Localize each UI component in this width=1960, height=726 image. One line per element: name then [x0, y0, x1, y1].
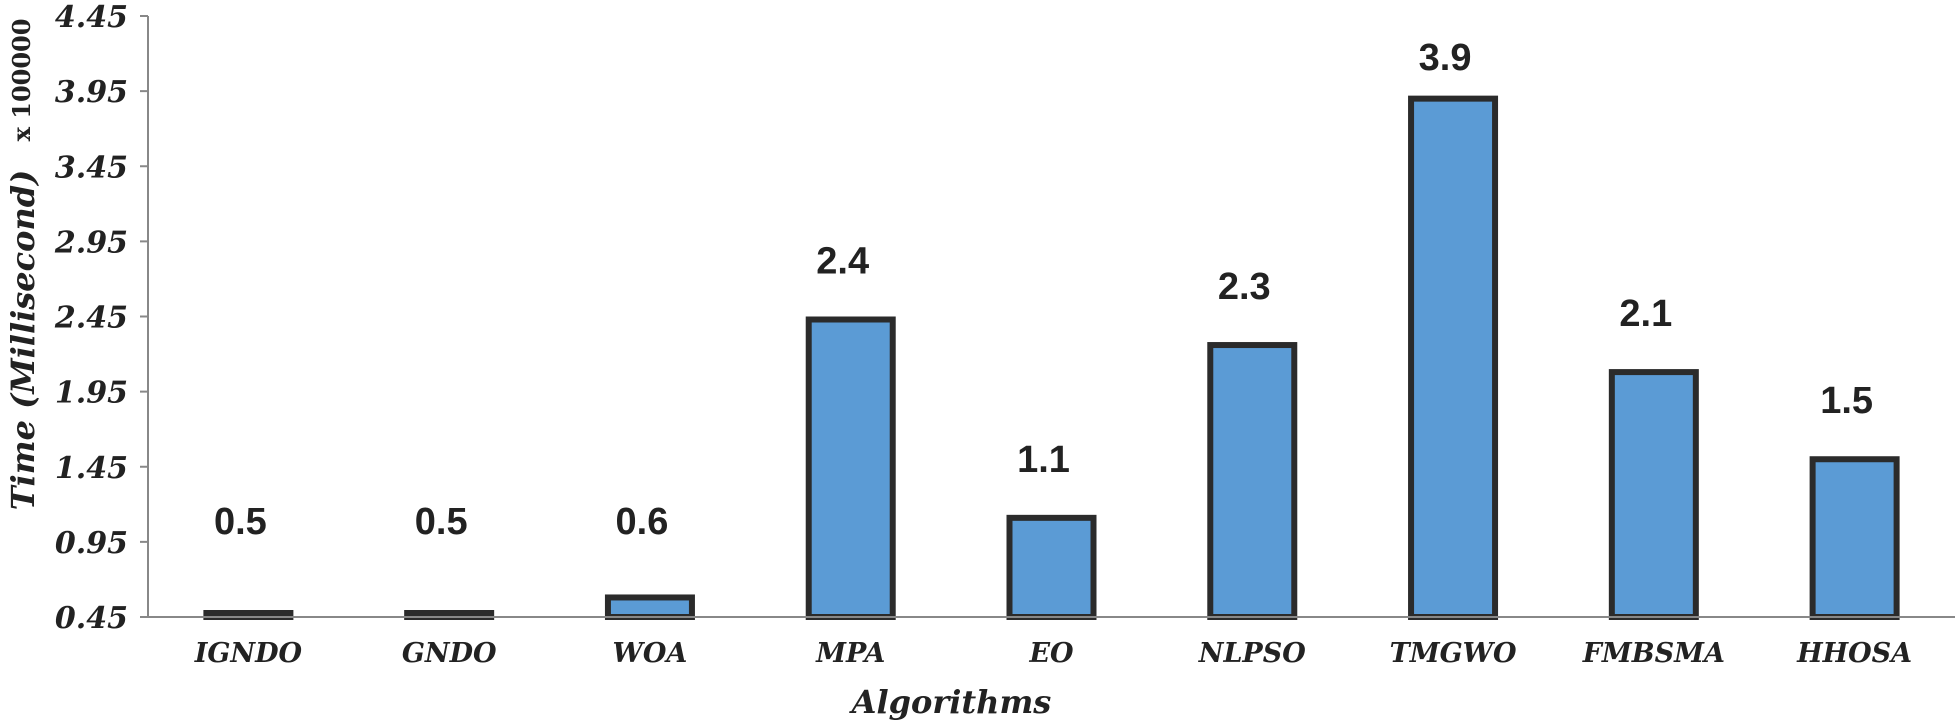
data-label-hhosa: 1.5: [1820, 380, 1873, 422]
category-label-tmgwo: TMGWO: [1390, 638, 1517, 669]
y-tick-label: 3.95: [55, 75, 128, 110]
data-label-eo: 1.1: [1017, 439, 1070, 481]
y-axis-ticks: 0.45 0.95 1.45 1.95 2.45 2.95 3.45 3.95 4.45: [54, 0, 148, 636]
category-label-fmbsma: FMBSMA: [1582, 638, 1725, 669]
data-labels-group: 0.5 0.5 0.6 2.4 1.1 2.3 3.9 2.1 1.5: [214, 37, 1873, 543]
category-label-woa: WOA: [613, 638, 688, 669]
y-tick-label: 2.95: [54, 225, 128, 260]
y-tick-label: 1.95: [55, 376, 128, 411]
bar-tmgwo: [1408, 95, 1499, 620]
category-label-eo: EO: [1028, 638, 1074, 669]
y-axis-multiplier: x 100000: [7, 19, 36, 142]
category-label-nlpso: NLPSO: [1198, 638, 1306, 669]
category-label-hhosa: HHOSA: [1796, 638, 1912, 669]
data-label-woa: 0.6: [616, 501, 669, 543]
x-axis-title: Algorithms: [849, 683, 1052, 721]
data-label-igndo: 0.5: [214, 501, 267, 543]
bars-group: [203, 95, 1900, 621]
data-label-gndo: 0.5: [415, 501, 468, 543]
y-tick-label: 3.45: [55, 150, 128, 185]
y-axis-title: Time (Millisecond): [4, 170, 42, 511]
bar-mpa: [805, 316, 896, 620]
bar-hhosa: [1809, 456, 1900, 620]
bar-nlpso: [1207, 342, 1298, 620]
category-labels-group: IGNDO GNDO WOA MPA EO NLPSO TMGWO FMBSMA HHOSA: [194, 638, 1912, 669]
data-label-tmgwo: 3.9: [1419, 37, 1472, 79]
bar-woa: [604, 594, 695, 621]
category-label-igndo: IGNDO: [194, 638, 303, 669]
y-tick-label: 1.45: [55, 451, 128, 486]
category-label-gndo: GNDO: [402, 638, 497, 669]
bar-fmbsma: [1608, 369, 1699, 620]
category-label-mpa: MPA: [815, 638, 885, 669]
data-label-mpa: 2.4: [816, 241, 869, 283]
y-tick-label: 0.45: [55, 601, 128, 636]
data-label-nlpso: 2.3: [1218, 266, 1271, 308]
y-tick-label: 2.45: [54, 301, 128, 336]
y-tick-label: 4.45: [55, 0, 128, 35]
bar-eo: [1006, 514, 1097, 621]
y-tick-label: 0.95: [55, 526, 128, 561]
data-label-fmbsma: 2.1: [1619, 293, 1672, 335]
